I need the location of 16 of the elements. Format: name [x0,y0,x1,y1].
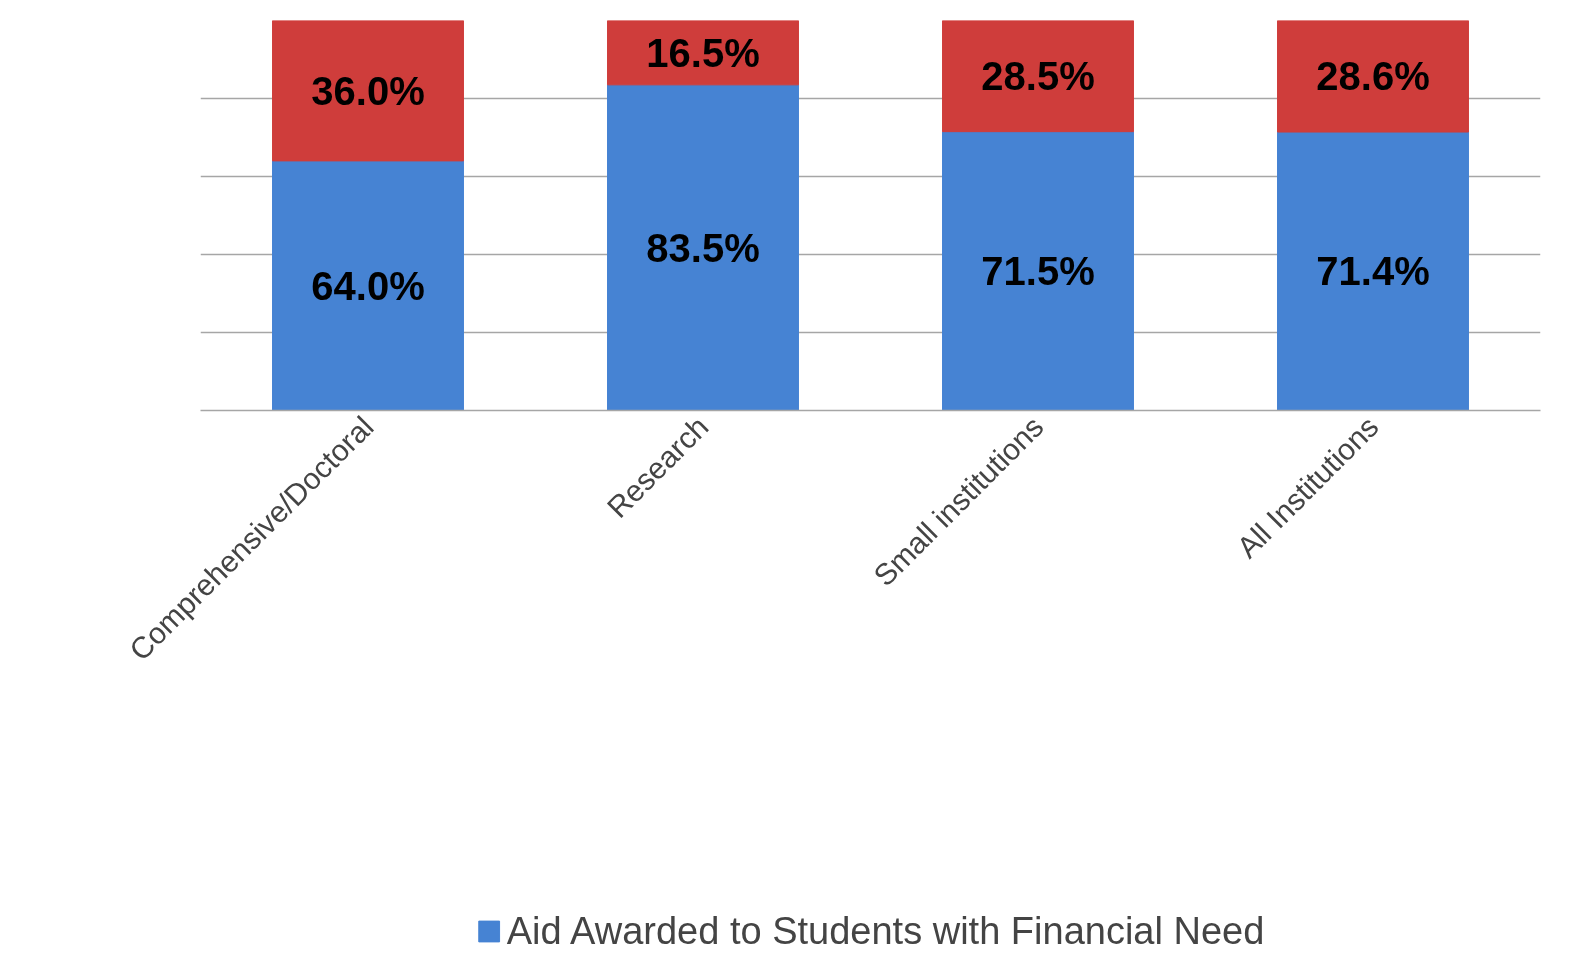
bar [607,84,799,411]
data-label: 28.6% [1316,54,1430,99]
bar [272,20,464,162]
bar [942,131,1134,411]
data-label: 28.5% [981,54,1095,99]
data-label: 71.5% [981,249,1095,294]
data-label: 83.5% [646,225,760,270]
data-label: 16.5% [646,30,760,75]
data-label: 36.0% [311,68,425,113]
data-label: 64.0% [311,263,425,308]
data-label: 71.4% [1316,249,1430,294]
legend-label: Aid Awarded to Students with Financial Need [506,909,1265,953]
bar [1277,20,1469,133]
bar [272,160,464,411]
bar [942,20,1134,133]
bar [1277,131,1469,411]
